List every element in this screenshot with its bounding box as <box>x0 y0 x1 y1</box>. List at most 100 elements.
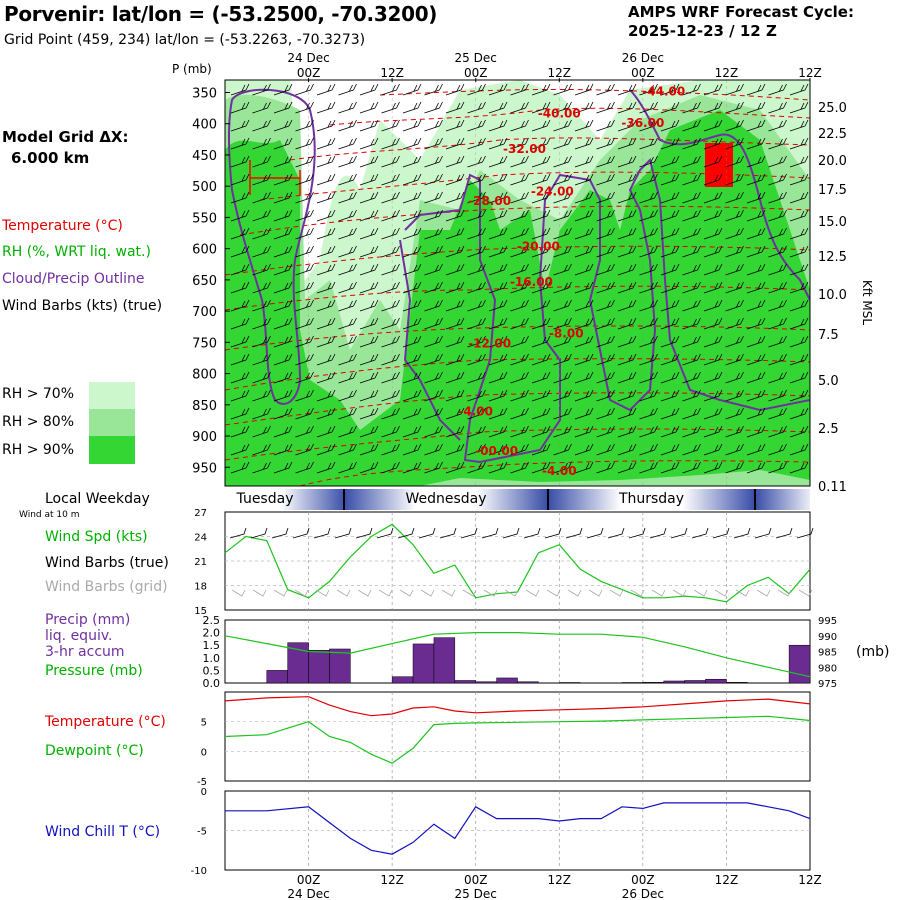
wind-barb <box>295 83 314 96</box>
wind-barb <box>789 461 809 474</box>
grid-wind-barb <box>336 589 351 597</box>
temperature-contour <box>225 358 810 391</box>
wind-barb <box>725 263 744 276</box>
wind-barb <box>381 461 400 474</box>
wind-barb <box>381 191 400 204</box>
precip-bar <box>454 680 476 684</box>
dewpoint-legend: Dewpoint (°C) <box>45 743 144 759</box>
wind-barb <box>639 209 658 222</box>
wind-barb <box>703 335 723 348</box>
wind-barb <box>639 281 658 294</box>
wind-barb <box>617 461 637 474</box>
wind-barb <box>467 407 486 420</box>
wind-barb <box>467 299 486 312</box>
wind-chill-tick-label: -5 <box>197 827 207 838</box>
wind-barb <box>574 263 594 276</box>
grid-wind-barb <box>735 589 750 597</box>
wind-barb <box>682 101 701 114</box>
wind-barb <box>424 191 443 204</box>
wind-barb <box>488 155 508 168</box>
wind-barb <box>596 245 615 258</box>
wind-barb <box>574 119 594 132</box>
wind-barb <box>488 209 508 222</box>
pressure-tick-label: 975 <box>818 679 837 690</box>
precip-bar <box>329 648 351 684</box>
wind-barb <box>488 317 508 330</box>
bottom-date-label: 26 Dec <box>622 887 664 900</box>
wind-barb <box>252 443 271 456</box>
wind-barb <box>746 101 766 114</box>
wind-barb <box>402 83 422 96</box>
wind-barb <box>230 443 250 456</box>
wind-barb <box>316 281 336 294</box>
wind-barb <box>725 83 744 96</box>
wind-barb <box>596 407 615 420</box>
wind-barb <box>381 425 400 438</box>
wind-barb <box>252 173 271 186</box>
wind-barb <box>553 101 572 114</box>
wind-barb <box>531 245 551 258</box>
wind-barb <box>703 137 723 150</box>
wind-barb <box>725 443 744 456</box>
wind-barb <box>768 191 787 204</box>
surface-wind-barb <box>418 527 436 539</box>
wind-barb <box>768 371 787 384</box>
surface-wind-barb <box>586 527 604 539</box>
wind-barb <box>789 263 809 276</box>
precip-tick-label: 1.5 <box>203 639 221 652</box>
wind-barb <box>596 353 615 366</box>
wind-barb <box>531 281 551 294</box>
wind-barb <box>359 137 379 150</box>
wind-barb <box>445 443 465 456</box>
rh70-legend: RH > 70% <box>2 386 75 402</box>
wind-barb <box>316 461 336 474</box>
wind-barb <box>273 443 293 456</box>
wind-barb <box>639 407 658 420</box>
wind-barb <box>789 137 809 150</box>
wind-barb <box>230 335 250 348</box>
wind-barb <box>682 407 701 420</box>
wind-barb <box>682 83 701 96</box>
wind-barb <box>381 173 400 186</box>
wind-barb <box>381 209 400 222</box>
wind-barb <box>703 155 723 168</box>
wind-barb <box>381 353 400 366</box>
cloud-legend: Cloud/Precip Outline <box>2 271 145 287</box>
wind-barb <box>660 119 680 132</box>
wind-barb <box>531 353 551 366</box>
temperature-line <box>224 696 811 717</box>
wind-barb <box>424 281 443 294</box>
wind-barb <box>639 191 658 204</box>
wind-barb <box>531 317 551 330</box>
rh90-area <box>225 110 810 486</box>
wind-barb <box>510 425 529 438</box>
wind-barb <box>617 281 637 294</box>
wind-barb <box>445 101 465 114</box>
surface-wind-barb <box>481 527 499 539</box>
wind-barb <box>553 317 572 330</box>
weekday-next <box>756 489 810 510</box>
wind-barb <box>746 83 766 96</box>
temperature-label: -20.00 <box>517 240 560 254</box>
wind-barb <box>359 227 379 240</box>
wind-barb <box>660 371 680 384</box>
top-date-label: 24 Dec <box>287 51 329 65</box>
temperature-contour <box>239 205 810 236</box>
wind-barb <box>230 371 250 384</box>
wind-barbs-true-legend: Wind Barbs (true) <box>45 555 169 571</box>
wind-barb <box>596 227 615 240</box>
wind-barb <box>381 101 400 114</box>
surface-wind-barb <box>523 527 541 539</box>
wind-barb <box>682 389 701 402</box>
top-time-label: 12Z <box>380 66 404 80</box>
wind-barb <box>359 353 379 366</box>
wind-barb <box>359 245 379 258</box>
precip-bar <box>726 681 748 684</box>
wind-barb <box>381 83 400 96</box>
wind-barb <box>316 191 336 204</box>
wind-barb <box>402 263 422 276</box>
wind-barb <box>445 191 465 204</box>
wind-barb <box>725 209 744 222</box>
precip-tick-label: 2.5 <box>203 614 221 627</box>
wind-barb <box>488 407 508 420</box>
